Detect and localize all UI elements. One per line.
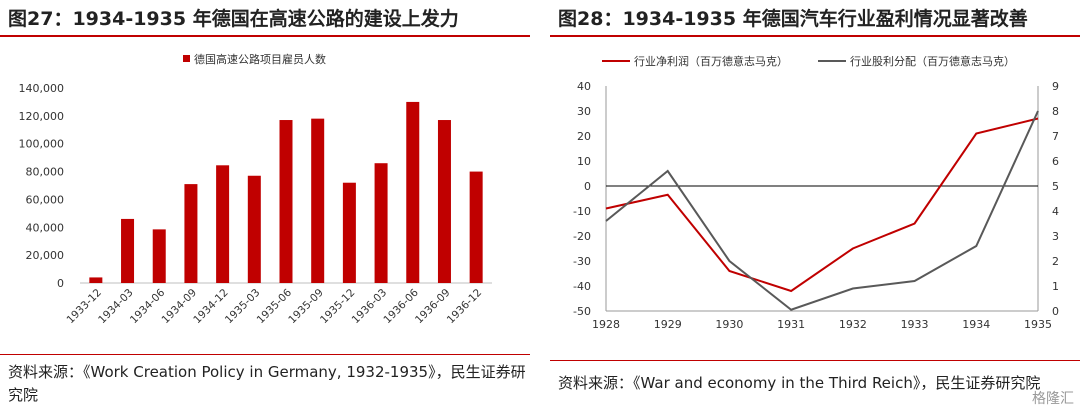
y-right-tick-label: 7 — [1052, 130, 1059, 143]
y-tick-label: 140,000 — [19, 82, 65, 95]
bar — [216, 165, 230, 283]
bar — [374, 163, 388, 283]
bar — [152, 229, 166, 283]
bar — [406, 101, 420, 283]
y-left-tick-label: -20 — [573, 230, 591, 243]
right-title-rule — [550, 35, 1080, 37]
legend: 行业净利润（百万德意志马克） 行业股利分配（百万德意志马克） — [602, 54, 1015, 68]
y-right-tick-label: 9 — [1052, 80, 1059, 93]
y-left-tick-label: 30 — [577, 105, 591, 118]
legend-label: 德国高速公路项目雇员人数 — [194, 52, 326, 66]
bar — [437, 120, 451, 284]
y-right-tick-label: 6 — [1052, 155, 1059, 168]
y-tick-label: 80,000 — [26, 166, 65, 179]
bar — [311, 118, 325, 284]
bar — [184, 184, 198, 283]
right-chart-title: 图28：1934-1935 年德国汽车行业盈利情况显著改善 — [558, 8, 1028, 30]
y-left-tick-label: -40 — [573, 280, 591, 293]
left-source-rule — [0, 354, 530, 355]
right-line-chart: 行业净利润（百万德意志马克） 行业股利分配（百万德意志马克）403020100-1… — [573, 54, 1059, 331]
x-tick-label: 1934 — [962, 318, 990, 331]
y-left-tick-label: 10 — [577, 155, 591, 168]
right-source-rule — [550, 360, 1080, 361]
series-line-profit — [605, 117, 1039, 293]
y-tick-label: 120,000 — [19, 110, 65, 123]
y-left-tick-label: 40 — [577, 80, 591, 93]
watermark: 格隆汇 — [1032, 391, 1074, 407]
left-title-rule — [0, 35, 530, 37]
left-chart-title: 图27：1934-1935 年德国在高速公路的建设上发力 — [8, 8, 459, 30]
y-right-tick-label: 3 — [1052, 230, 1059, 243]
y-left-tick-label: -30 — [573, 255, 591, 268]
bar — [469, 171, 483, 283]
y-left-tick-label: 0 — [584, 180, 591, 193]
y-right-tick-label: 8 — [1052, 105, 1059, 118]
x-tick-label: 1928 — [592, 318, 620, 331]
bar — [89, 277, 103, 283]
x-tick-label: 1929 — [654, 318, 682, 331]
bar — [247, 175, 261, 283]
x-tick-label: 1931 — [777, 318, 805, 331]
left-panel: 图27：1934-1935 年德国在高速公路的建设上发力 德国高速公路项目雇员人… — [0, 0, 530, 412]
bar — [342, 182, 356, 283]
left-source-note: 资料来源：《Work Creation Policy in Germany, 1… — [8, 363, 526, 404]
legend: 德国高速公路项目雇员人数 — [183, 52, 326, 66]
left-bar-chart: 德国高速公路项目雇员人数 0 20,000 40,000 60,000 80,000 100… — [19, 52, 492, 327]
y-tick-label: 20,000 — [26, 249, 65, 262]
right-source-note: 资料来源：《War and economy in the Third Reich… — [558, 374, 1041, 392]
x-tick-label: 1936-12 — [445, 287, 485, 327]
y-right-tick-label: 4 — [1052, 205, 1059, 218]
x-tick-label: 1930 — [715, 318, 743, 331]
y-tick-label: 60,000 — [26, 193, 65, 206]
y-right-tick-label: 5 — [1052, 180, 1059, 193]
x-tick-label: 1932 — [839, 318, 867, 331]
legend-label-dividend: 行业股利分配（百万德意志马克） — [850, 54, 1015, 68]
y-tick-label: 0 — [57, 277, 64, 290]
x-tick-label: 1933 — [901, 318, 929, 331]
bar — [279, 120, 293, 284]
legend-label-profit: 行业净利润（百万德意志马克） — [634, 54, 788, 68]
legend-swatch — [183, 55, 190, 62]
y-tick-label: 40,000 — [26, 221, 65, 234]
y-right-tick-label: 1 — [1052, 280, 1059, 293]
bar — [121, 218, 135, 283]
y-left-tick-label: 20 — [577, 130, 591, 143]
y-tick-label: 100,000 — [19, 138, 65, 151]
series-line-dividend — [605, 110, 1039, 311]
y-right-tick-label: 2 — [1052, 255, 1059, 268]
y-left-tick-label: -50 — [573, 305, 591, 318]
x-tick-label: 1935 — [1024, 318, 1052, 331]
right-panel: 图28：1934-1935 年德国汽车行业盈利情况显著改善 行业净利润（百万德意… — [550, 0, 1080, 412]
y-right-tick-label: 0 — [1052, 305, 1059, 318]
y-left-tick-label: -10 — [573, 205, 591, 218]
